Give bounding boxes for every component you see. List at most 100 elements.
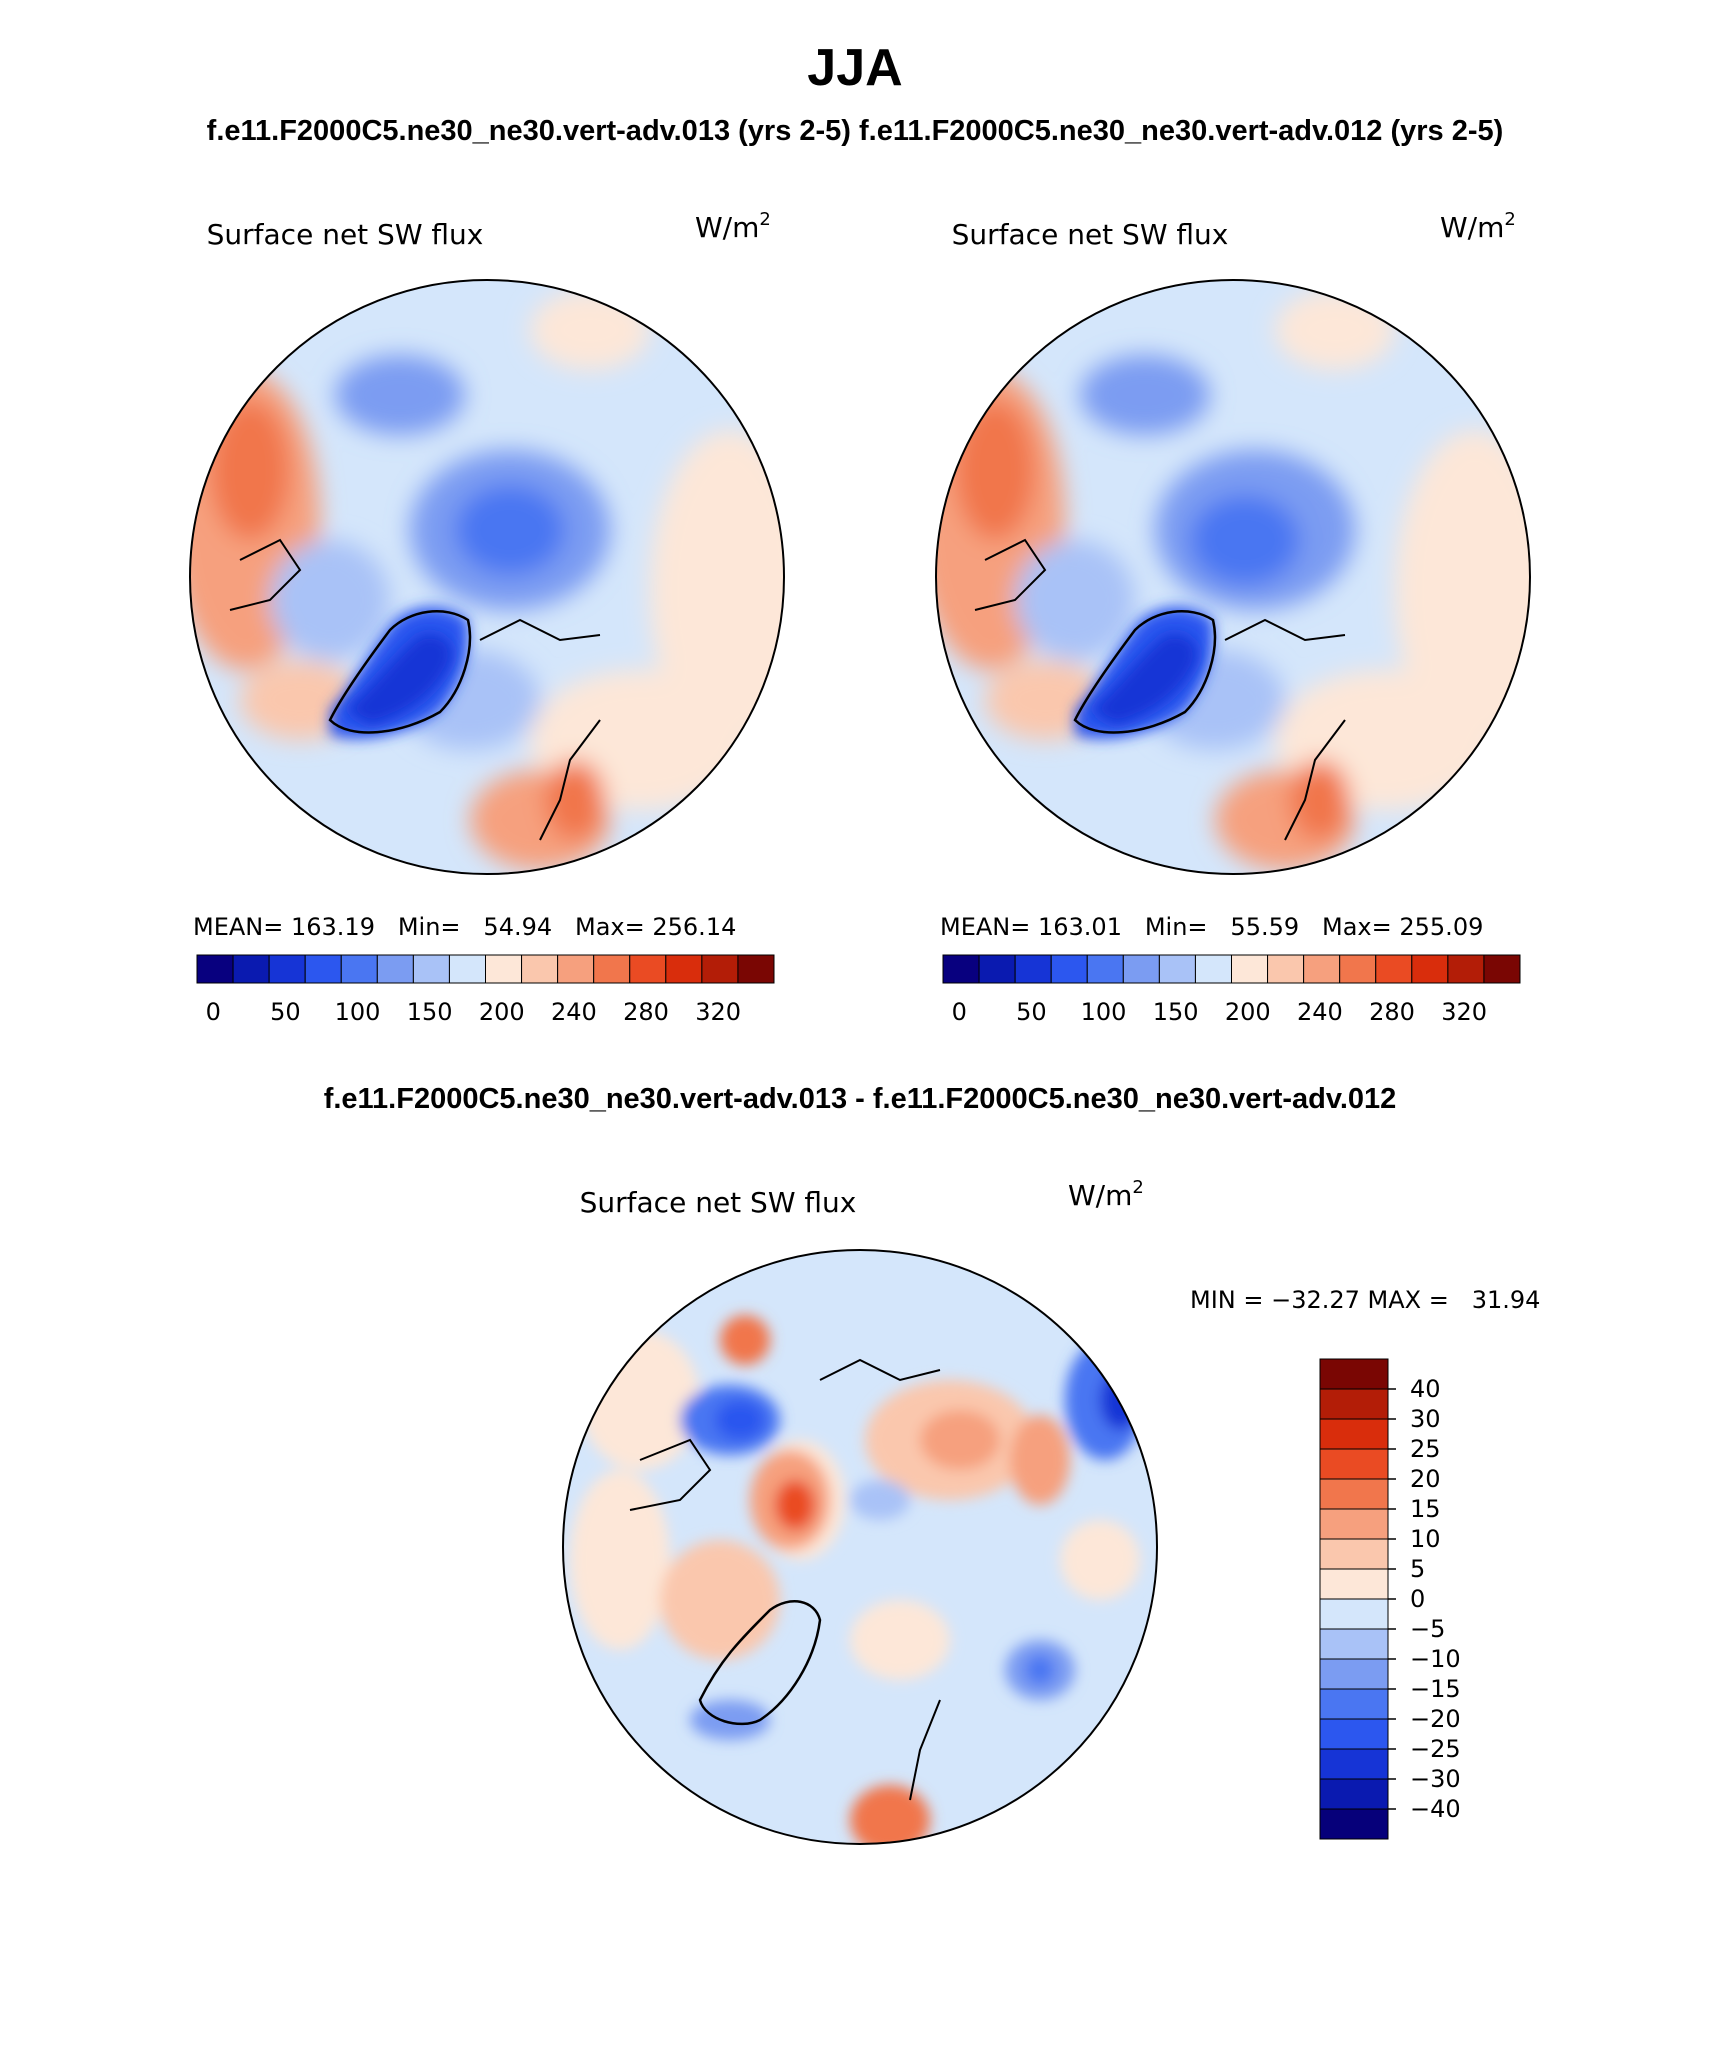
- panel-c-colorbar-box: [1319, 1778, 1389, 1810]
- panel-b-colorbar-box: [1375, 954, 1413, 984]
- panel-b-colorbar-box: [1050, 954, 1088, 984]
- panel-c-colorbar-box: [1319, 1598, 1389, 1630]
- panel-c-stats: MIN = −32.27 MAX = 31.94: [1190, 1286, 1540, 1314]
- panel-b-colorbar-tick-label: 100: [1081, 998, 1127, 1026]
- panel-c-colorbar-tick-label: 30: [1410, 1405, 1441, 1433]
- panel-a-colorbar-box: [521, 954, 559, 984]
- panel-b-colorbar-box: [978, 954, 1016, 984]
- panel-c-colorbar-tick-label: −40: [1410, 1795, 1461, 1823]
- panel-b-title: Surface net SW flux: [952, 218, 1229, 251]
- panel-c-colorbar-box: [1319, 1808, 1389, 1840]
- panel-c-colorbar-box: [1319, 1508, 1389, 1540]
- panel-a-colorbar-box: [412, 954, 450, 984]
- panel-b-colorbar-tick-label: 150: [1153, 998, 1199, 1026]
- panel-b-colorbar-box: [1483, 954, 1521, 984]
- panel-a-colorbar-tick-label: 0: [206, 998, 221, 1026]
- panel-a-colorbar-tick-label: 50: [270, 998, 301, 1026]
- panel-a-title: Surface net SW flux: [207, 218, 484, 251]
- panel-c-units: W/m2: [1068, 1177, 1144, 1212]
- panel-c-colorbar-box: [1319, 1628, 1389, 1660]
- panel-b-colorbar-box: [1339, 954, 1377, 984]
- panel-c-colorbar-tick-label: −20: [1410, 1705, 1461, 1733]
- panel-b-colorbar-box: [1447, 954, 1485, 984]
- panel-c-colorbar-box: [1319, 1478, 1389, 1510]
- panel-c-colorbar-box: [1319, 1388, 1389, 1420]
- difference-header: f.e11.F2000C5.ne30_ne30.vert-adv.013 - f…: [324, 1083, 1397, 1115]
- panel-c-colorbar-tick-label: 40: [1410, 1375, 1441, 1403]
- panel-a-colorbar-box: [665, 954, 703, 984]
- panel-c-colorbar-tick-label: −25: [1410, 1735, 1461, 1763]
- panel-b-units: W/m2: [1440, 209, 1516, 244]
- panel-c-colorbar-box: [1319, 1538, 1389, 1570]
- panel-a-colorbar-box: [268, 954, 306, 984]
- panel-a-colorbar-box: [376, 954, 414, 984]
- panel-a-map-border: [189, 279, 785, 875]
- panel-model-012: Surface net SW flux W/m2: [935, 209, 1531, 1026]
- panel-a-colorbar-box: [448, 954, 486, 984]
- panel-model-013: Surface net SW flux W/m2: [189, 209, 785, 1026]
- panel-a-colorbar-tick-label: 280: [623, 998, 669, 1026]
- panel-b-stats: MEAN= 163.01 Min= 55.59 Max= 255.09: [940, 913, 1483, 941]
- panel-a-colorbar-box: [557, 954, 595, 984]
- panel-c-colorbar-tick-label: 0: [1410, 1585, 1425, 1613]
- panel-a-colorbar-box: [701, 954, 739, 984]
- panel-a-colorbar-box: [196, 954, 234, 984]
- panel-b-colorbar: 0 50 100 150 200 240 280 320: [942, 954, 1521, 1026]
- panel-c-colorbar-box: [1319, 1568, 1389, 1600]
- panel-c-colorbar-tick-label: 25: [1410, 1435, 1441, 1463]
- panel-a-colorbar-tick-label: 150: [407, 998, 453, 1026]
- panel-a-colorbar-box: [340, 954, 378, 984]
- panel-b-colorbar-tick-label: 0: [952, 998, 967, 1026]
- panel-a-map: [190, 280, 784, 874]
- panel-c-title: Surface net SW flux: [580, 1186, 857, 1219]
- panel-c-colorbar-tick-label: 5: [1410, 1555, 1425, 1583]
- panel-c-colorbar-tick-label: 10: [1410, 1525, 1441, 1553]
- panel-c-colorbar-tick-label: −15: [1410, 1675, 1461, 1703]
- panel-c-map-border: [562, 1249, 1158, 1845]
- panel-b-colorbar-box: [1231, 954, 1269, 984]
- panel-a-colorbar-tick-label: 100: [335, 998, 381, 1026]
- panel-c-colorbar-box: [1319, 1418, 1389, 1450]
- panel-b-colorbar-tick-label: 50: [1016, 998, 1047, 1026]
- panel-c-colorbar-box: [1319, 1718, 1389, 1750]
- panel-a-colorbar-box: [304, 954, 342, 984]
- panel-b-colorbar-box: [1303, 954, 1341, 984]
- panel-b-colorbar-tick-label: 240: [1297, 998, 1343, 1026]
- panel-b-colorbar-box: [1194, 954, 1232, 984]
- panel-b-colorbar-box: [1086, 954, 1124, 984]
- panel-b-colorbar-box: [942, 954, 980, 984]
- season-title: JJA: [807, 39, 902, 97]
- panel-a-colorbar-tick-label: 240: [551, 998, 597, 1026]
- panel-c-colorbar-box: [1319, 1448, 1389, 1480]
- panel-c-colorbar-box: [1319, 1748, 1389, 1780]
- panel-b-colorbar-box: [1122, 954, 1160, 984]
- panel-c-colorbar-tick-label: −5: [1410, 1615, 1445, 1643]
- panel-c-colorbar-box: [1319, 1358, 1389, 1390]
- panel-b-colorbar-box: [1267, 954, 1305, 984]
- panel-c-colorbar-tick-label: 15: [1410, 1495, 1441, 1523]
- panel-c-colorbar-tick-label: 20: [1410, 1465, 1441, 1493]
- top-header: f.e11.F2000C5.ne30_ne30.vert-adv.013 (yr…: [207, 115, 1504, 147]
- panel-b-colorbar-tick-label: 320: [1441, 998, 1487, 1026]
- panel-a-colorbar-box: [232, 954, 270, 984]
- panel-c-colorbar-tick-label: −10: [1410, 1645, 1461, 1673]
- panel-a-colorbar-box: [737, 954, 775, 984]
- panel-b-colorbar-tick-label: 200: [1225, 998, 1271, 1026]
- panel-b-map-border: [935, 279, 1531, 875]
- panel-c-colorbar-tick-label: −30: [1410, 1765, 1461, 1793]
- panel-a-colorbar: 0 50 100 150 200 240 280 320: [196, 954, 775, 1026]
- panel-a-stats: MEAN= 163.19 Min= 54.94 Max= 256.14: [193, 913, 736, 941]
- panel-a-units: W/m2: [695, 209, 771, 244]
- panel-c-colorbar-box: [1319, 1688, 1389, 1720]
- panel-b-map: [936, 280, 1530, 874]
- panel-difference: Surface net SW flux W/m2 MIN = −32.27 MA…: [562, 1177, 1540, 1845]
- panel-a-colorbar-tick-label: 320: [695, 998, 741, 1026]
- panel-b-colorbar-box: [1411, 954, 1449, 984]
- panel-a-colorbar-box: [485, 954, 523, 984]
- panel-a-colorbar-box: [593, 954, 631, 984]
- panel-c-colorbar-box: [1319, 1658, 1389, 1690]
- panel-b-colorbar-box: [1158, 954, 1196, 984]
- panel-b-colorbar-box: [1014, 954, 1052, 984]
